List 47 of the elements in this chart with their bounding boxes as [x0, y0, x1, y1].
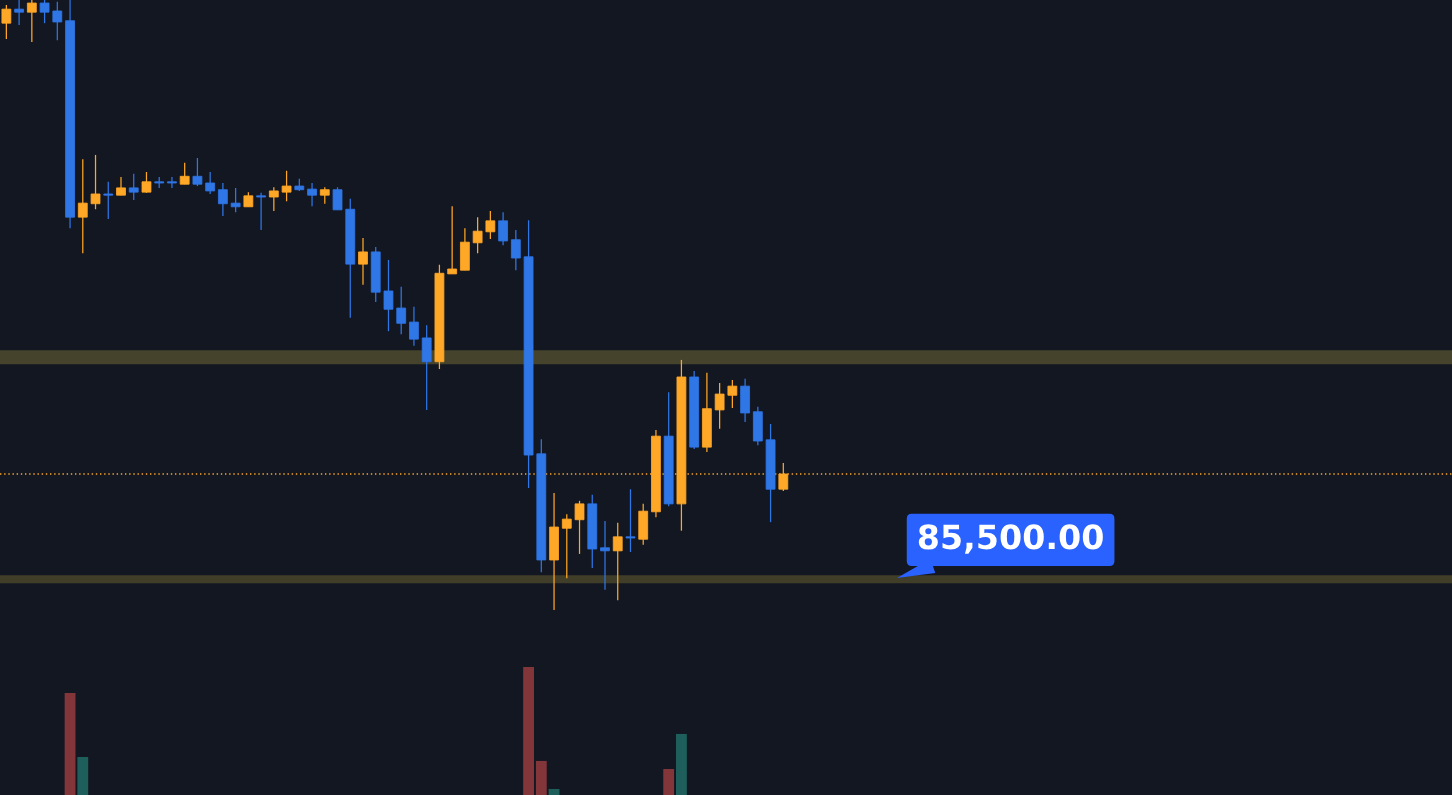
candlestick [727, 379, 738, 409]
bar [548, 788, 560, 795]
candlestick [281, 170, 292, 202]
candlestick [574, 500, 585, 555]
candlestick [256, 192, 266, 231]
candlestick [77, 158, 88, 254]
candlestick [510, 229, 521, 271]
candlestick [485, 210, 496, 240]
candlestick [332, 186, 343, 211]
candlestick [714, 382, 725, 430]
candlestick [625, 488, 636, 553]
candlestick [141, 171, 152, 194]
candlestick [498, 211, 508, 246]
candlestick [90, 154, 101, 210]
bar [523, 667, 534, 795]
candlestick [268, 186, 279, 212]
candlestick [612, 522, 623, 601]
candlestick [307, 182, 317, 207]
bar [663, 769, 675, 795]
candlestick [103, 181, 114, 220]
candlestick [1, 4, 12, 40]
candlestick [218, 182, 228, 217]
candlestick [447, 205, 458, 275]
candlestick [561, 513, 572, 579]
candlestick [396, 286, 407, 335]
candlestick [421, 324, 432, 411]
bar [64, 692, 76, 795]
bar [535, 760, 547, 795]
candlestick [205, 171, 216, 195]
candlestick [383, 259, 394, 332]
bar [77, 756, 89, 795]
candlestick [167, 176, 177, 189]
candlestick [116, 176, 126, 196]
candlestick [26, 0, 37, 43]
candlestick [39, 0, 50, 24]
candlestick [409, 306, 419, 347]
candlestick [600, 520, 610, 591]
annotation: 85,500.00 [918, 524, 1103, 554]
candlestick [230, 187, 241, 213]
candlestick [128, 173, 139, 201]
candlestick [179, 162, 190, 185]
candlestick [192, 157, 203, 187]
candlestick [52, 1, 63, 41]
bar [676, 733, 687, 795]
candlestick [472, 216, 483, 254]
candlestick [14, 0, 24, 26]
candlestick [358, 237, 368, 286]
